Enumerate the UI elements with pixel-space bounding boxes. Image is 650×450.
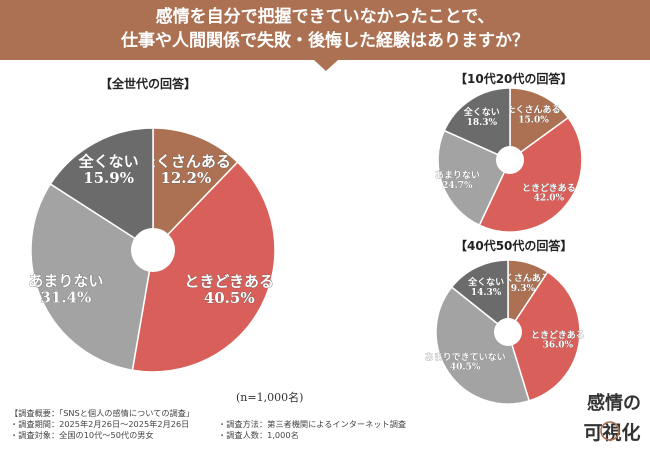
slice-value-0-2: 31.4% (41, 289, 92, 307)
brand-logo: 感情の 可視化 (572, 382, 646, 446)
pie-center-hole-0 (131, 228, 175, 272)
slice-label-2-1: ときどきある (531, 329, 585, 341)
footer-overview: 【調査概要：「SNSと個人の感情についての調査」 (10, 408, 195, 418)
slice-label-1-1: ときどきある (522, 182, 576, 194)
survey-footer: 【調査概要：「SNSと個人の感情についての調査」 ・調査期間：2025年2月26… (10, 408, 565, 448)
young-chart-title: 【10代20代の回答】 (455, 72, 573, 86)
footer-people: ・調査人数：1,000名 (218, 430, 299, 440)
pie-slice-0-3 (49, 127, 154, 252)
pie-slice-0-0 (152, 127, 239, 252)
slice-label-1-0: たくさんある (507, 104, 561, 115)
pie-slice-2-1 (507, 270, 581, 402)
footer-target: ・調査対象：全国の10代～50代の男女 (10, 430, 154, 440)
slice-value-1-3: 18.3% (467, 118, 498, 128)
slice-value-1-2: 24.7% (442, 181, 473, 191)
sample-size-note: (n=1,000名) (236, 391, 304, 404)
pie-slice-1-2 (437, 129, 512, 227)
slice-label-2-3: 全くない (467, 276, 504, 288)
pie-slice-2-2 (435, 286, 531, 405)
pie-slice-1-3 (443, 87, 511, 162)
slice-label-0-1: ときどきある (184, 272, 274, 290)
slice-value-2-3: 14.3% (471, 288, 502, 298)
page-title-line-2: 仕事や人間関係で失敗・後悔した経験はありますか？ (121, 31, 529, 51)
pie-slice-1-0 (509, 87, 570, 162)
slice-label-0-0: たくさんある (141, 152, 231, 170)
slice-value-1-1: 42.0% (534, 194, 565, 204)
footer-period: ・調査期間：2025年2月26日～2025年2月26日 (10, 419, 190, 429)
slice-label-1-3: 全くない (463, 106, 500, 118)
slice-label-2-0: たくさんある (496, 273, 550, 284)
slice-label-2-2: あまりできていない (425, 352, 506, 363)
slice-value-0-3: 15.9% (83, 169, 134, 187)
slice-value-1-0: 15.0% (518, 115, 549, 125)
main-chart-title: 【全世代の回答】 (100, 77, 197, 91)
slice-value-2-0: 9.3% (511, 284, 536, 294)
pie-slice-1-1 (478, 116, 583, 233)
page-title-line-1: 感情を自分で把握できていなかったことで、 (155, 7, 495, 27)
pie-slice-2-3 (450, 259, 509, 334)
pie-slice-0-1 (131, 161, 276, 373)
slice-label-1-2: あまりない (435, 170, 480, 181)
middle-chart-title: 【40代50代の回答】 (455, 239, 573, 253)
footer-method: ・調査方法：第三者機関によるインターネット調査 (218, 419, 407, 429)
header-banner: 感情を自分で把握できていなかったことで、 仕事や人間関係で失敗・後悔した経験はあ… (0, 0, 650, 60)
svg-text:可視化: 可視化 (583, 421, 640, 444)
header-arrow (314, 60, 338, 71)
slice-label-0-2: あまりない (28, 272, 103, 290)
slice-value-2-2: 40.5% (450, 363, 481, 373)
pie-center-hole-1 (496, 146, 524, 174)
slice-value-0-1: 40.5% (204, 289, 255, 307)
pie-center-hole-2 (494, 318, 522, 346)
slice-value-0-0: 12.2% (160, 169, 211, 187)
svg-text:感情の: 感情の (587, 392, 641, 414)
slice-value-2-1: 36.0% (543, 341, 574, 351)
slice-label-0-3: 全くない (78, 152, 139, 170)
